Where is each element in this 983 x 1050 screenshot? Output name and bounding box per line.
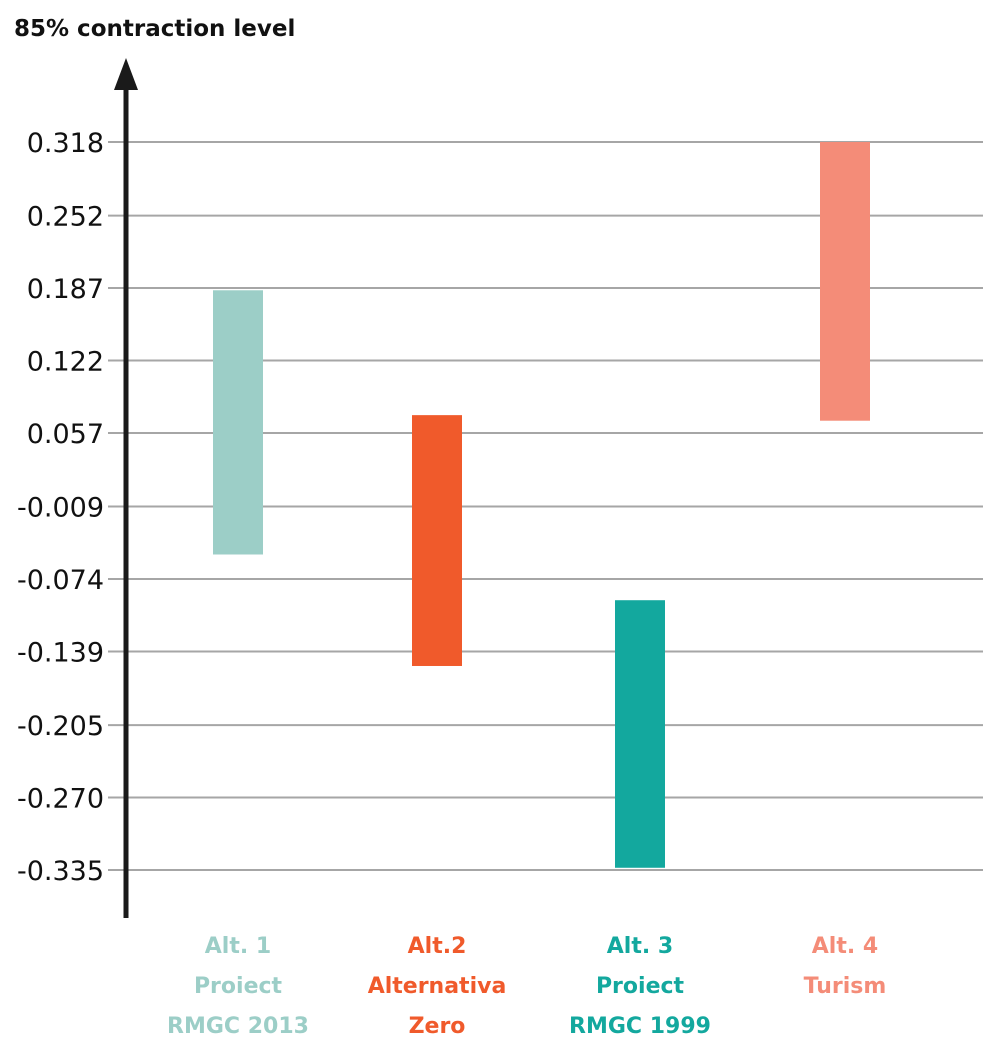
y-tick-label: -0.009 <box>17 493 104 524</box>
category-label-1-line-2: Proiect <box>194 974 283 999</box>
category-label-2-line-3: Zero <box>409 1014 466 1039</box>
y-axis <box>114 58 138 918</box>
category-label-4-line-2: Turism <box>804 974 887 999</box>
y-tick-label: 0.318 <box>27 128 104 159</box>
chart-title: 85% contraction level <box>14 16 295 42</box>
category-label-2-line-2: Alternativa <box>368 974 507 999</box>
y-axis-ticks: 0.318 0.252 0.187 0.122 0.057 -0.009 -0.074 -0.… <box>17 128 104 887</box>
bar-1 <box>213 290 263 555</box>
category-label-3-line-2: Proiect <box>596 974 685 999</box>
category-label-3-line-1: Alt. 3 <box>607 934 673 959</box>
y-tick-label: 0.252 <box>27 202 104 233</box>
y-tick-label: -0.335 <box>17 856 104 887</box>
category-label-1-line-3: RMGC 2013 <box>167 1014 309 1039</box>
category-labels: Alt. 1 Proiect RMGC 2013 Alt.2 Alternativa Ze… <box>167 934 886 1039</box>
y-tick-label: -0.205 <box>17 711 104 742</box>
y-tick-label: 0.122 <box>27 347 104 378</box>
bar-3 <box>615 600 665 868</box>
y-axis-arrow-icon <box>114 58 138 90</box>
category-label-4-line-1: Alt. 4 <box>812 934 878 959</box>
bar-4 <box>820 142 870 421</box>
bars <box>213 142 870 868</box>
y-tick-label: -0.270 <box>17 784 104 815</box>
category-label-3-line-3: RMGC 1999 <box>569 1014 711 1039</box>
y-tick-label: 0.057 <box>27 419 104 450</box>
category-label-1-line-1: Alt. 1 <box>205 934 271 959</box>
category-label-2-line-1: Alt.2 <box>408 934 467 959</box>
y-tick-label: 0.187 <box>27 274 104 305</box>
y-tick-label: -0.074 <box>17 565 104 596</box>
bar-2 <box>412 415 462 666</box>
y-tick-label: -0.139 <box>17 637 104 668</box>
